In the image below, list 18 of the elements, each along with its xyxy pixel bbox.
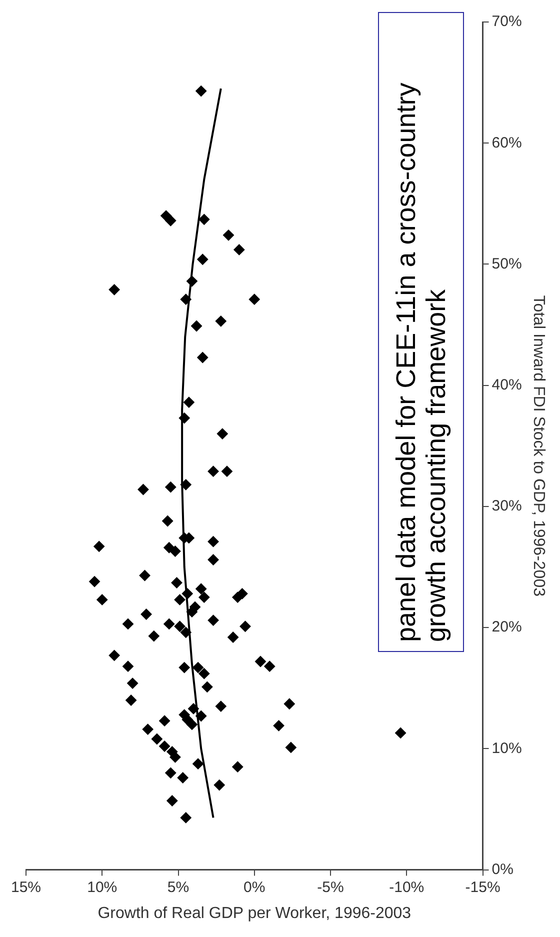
x-tick-label: 15% xyxy=(10,878,42,896)
y-tick-label: 20% xyxy=(492,618,522,636)
x-tick-label: 10% xyxy=(87,878,118,896)
x-tick-label: 0% xyxy=(244,878,266,896)
y-tick-label: 0% xyxy=(492,860,514,878)
x-tick-label: -5% xyxy=(317,878,344,896)
x-tick-label: -10% xyxy=(389,878,424,896)
annotation: panel data model for CEE-11in a cross-country growth accounting framework xyxy=(391,82,451,642)
x-tick-label: 5% xyxy=(167,878,190,896)
y-tick-label: 70% xyxy=(492,13,522,30)
y-tick-label: 40% xyxy=(492,376,522,394)
y-tick-label: 50% xyxy=(492,255,522,272)
y-tick-label: 30% xyxy=(492,498,522,515)
x-axis-title: Growth of Real GDP per Worker, 1996-2003 xyxy=(98,904,412,922)
x-tick-label: -15% xyxy=(465,878,500,896)
y-tick-label: 10% xyxy=(492,740,522,757)
y-tick-label: 60% xyxy=(492,134,522,152)
y-axis-title: Total Inward FDI Stock to GDP, 1996-2003 xyxy=(530,295,547,597)
